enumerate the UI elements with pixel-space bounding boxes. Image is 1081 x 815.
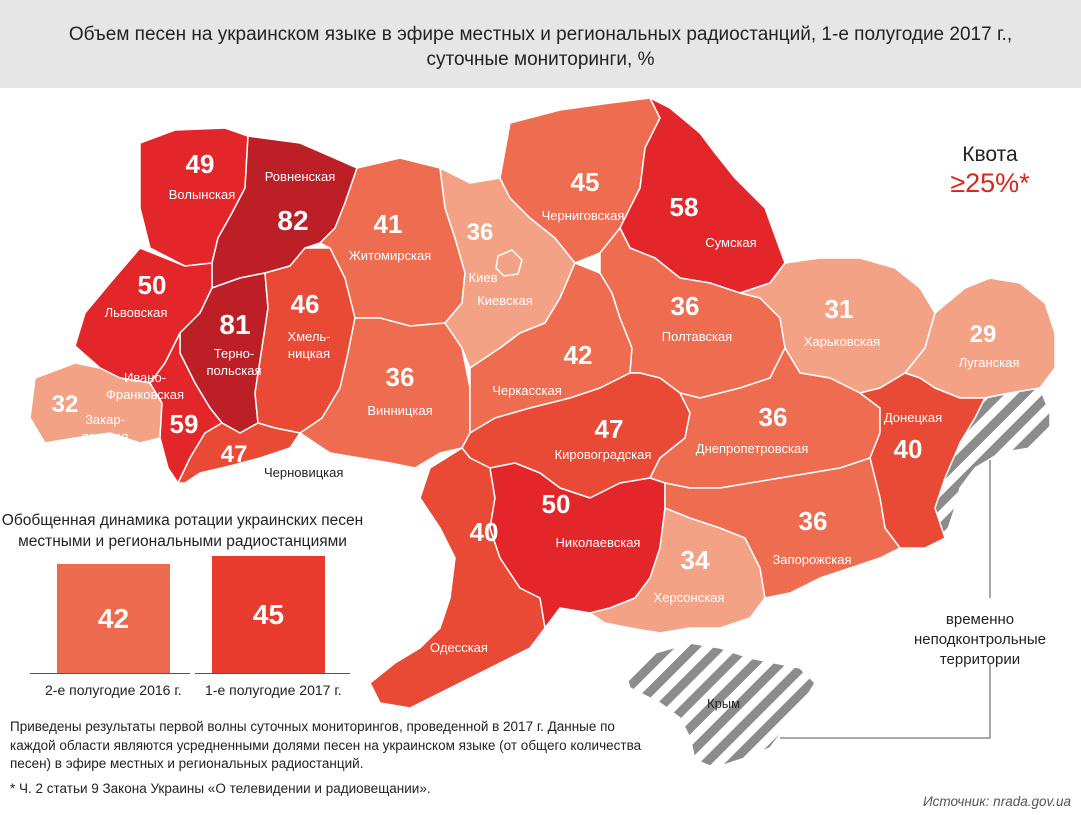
region-value-kirovogradskaya: 47 — [595, 414, 624, 444]
region-name-kharkovskaya: Харьковская — [804, 334, 880, 349]
region-value-zhitomirskaya: 41 — [374, 209, 403, 239]
region-name-zaporozhskaya: Запорожская — [772, 552, 851, 567]
bar-2017-h1-value: 45 — [252, 598, 285, 630]
occupied-label-line-3: территории — [939, 651, 1021, 668]
region-name-kirovogradskaya: Кировоградская — [555, 447, 652, 462]
region-value-khmelnitskaya: 46 — [291, 289, 320, 319]
region-name-sumskaya: Сумская — [705, 235, 756, 250]
occupied-crimea — [624, 642, 816, 769]
region-name-zakarpatskaya: Закар-патская — [82, 412, 129, 444]
occupied-territories-label: временно неподконтрольные территории — [905, 610, 1055, 670]
region-name-nikolaevskaya: Николаевская — [556, 535, 641, 550]
leader-line-crimea — [780, 663, 991, 739]
region-name-dnepropetrovskaya: Днепропетровская — [696, 441, 808, 456]
region-value-vinnitskaya: 36 — [386, 362, 415, 392]
region-name-ternopolskaya: Терно-польская — [206, 346, 261, 378]
region-name-volynskaya: Волынская — [169, 187, 235, 202]
region-value-odesskaya: 40 — [470, 517, 499, 547]
category-2017-h1: 1-е полугодие 2017 г. — [205, 682, 342, 698]
label-chernovitskaya-outside: Черновицкая — [264, 465, 344, 480]
region-name-poltavskaya: Полтавская — [662, 329, 732, 344]
occupied-label-line-2: неподконтрольные — [913, 631, 1047, 648]
bar-2016-h2-value: 42 — [97, 602, 130, 634]
region-name-khmelnitskaya: Хмель-ницкая — [287, 329, 330, 361]
occupied-label-line-1: временно — [945, 611, 1015, 628]
region-vinnitskaya — [299, 317, 471, 469]
region-name-chernigovskaya: Черниговская — [542, 208, 625, 223]
region-value-sumskaya: 58 — [670, 192, 699, 222]
region-chernovitskaya — [177, 422, 301, 484]
region-name-ivano-frankovskaya: Ивано-Франковская — [106, 370, 184, 402]
category-2016-h2: 2-е полугодие 2016 г. — [45, 682, 182, 698]
region-name-khersonskaya: Херсонская — [654, 590, 725, 605]
source-credit: Источник: nrada.gov.ua — [922, 794, 1071, 809]
chart-baseline-1 — [30, 673, 190, 674]
bar-2016-h2: 42 — [57, 564, 170, 673]
label-crimea: Крым — [707, 696, 741, 711]
ukraine-map: 49 Волынская Ровненская 82 50 Львовская … — [29, 97, 1056, 769]
region-value-lvovskaya: 50 — [138, 270, 167, 300]
methodology-note: Приведены результаты первой волны суточн… — [10, 719, 642, 771]
chart-title: Обобщенная динамика ротации украинских п… — [1, 512, 364, 550]
region-value-zakarpatskaya: 32 — [52, 391, 79, 418]
region-name-lvovskaya: Львовская — [105, 305, 168, 320]
region-value-volynskaya: 49 — [186, 149, 215, 179]
quota-label: Квота — [962, 143, 1018, 166]
region-value-ternopolskaya: 81 — [219, 309, 250, 340]
title-line-2: суточные мониторинги, % — [426, 49, 655, 70]
region-value-kharkovskaya: 31 — [825, 294, 854, 324]
region-value-donetskaya: 40 — [894, 434, 923, 464]
chart-baseline-2 — [195, 673, 350, 674]
region-value-luganskaya: 29 — [970, 321, 997, 348]
region-name-odesskaya: Одесская — [430, 640, 488, 655]
region-name-vinnitskaya: Винницкая — [367, 403, 432, 418]
region-name-luganskaya: Луганская — [959, 355, 1020, 370]
region-value-dnepropetrovskaya: 36 — [759, 402, 788, 432]
footnote: * Ч. 2 статьи 9 Закона Украины «О телеви… — [10, 781, 431, 796]
region-name-kiev: Киев — [469, 270, 498, 285]
region-value-khersonskaya: 34 — [681, 545, 710, 575]
region-value-chernigovskaya: 45 — [571, 167, 600, 197]
region-name-rovnenskaya: Ровненская — [265, 169, 336, 184]
occupied-donbas — [934, 387, 1051, 539]
bar-2017-h1: 45 — [212, 556, 325, 673]
region-value-kiev: 36 — [467, 219, 494, 246]
quota-box: Квота ≥25%* — [930, 143, 1050, 199]
region-kiev-city — [495, 249, 523, 277]
region-name-cherkasskaya: Черкасская — [492, 383, 562, 398]
region-value-chernovitskaya: 47 — [221, 441, 248, 468]
quota-value: ≥25%* — [950, 168, 1030, 198]
header-band — [0, 0, 1081, 88]
region-name-zhitomirskaya: Житомирская — [349, 248, 431, 263]
region-value-zaporozhskaya: 36 — [799, 506, 828, 536]
title-line-1: Объем песен на украинском языке в эфире … — [68, 24, 1013, 45]
region-value-ivano-frankovskaya: 59 — [170, 409, 199, 439]
region-value-rovnenskaya: 82 — [277, 205, 308, 236]
region-name-kievskaya: Киевская — [477, 293, 533, 308]
page-title: Объем песен на украинском языке в эфире … — [0, 22, 1081, 72]
region-name-donetskaya: Донецкая — [884, 410, 942, 425]
region-value-nikolaevskaya: 50 — [542, 489, 571, 519]
region-value-poltavskaya: 36 — [671, 291, 700, 321]
region-value-cherkasskaya: 42 — [564, 340, 593, 370]
region-zaporozhskaya — [664, 457, 901, 599]
